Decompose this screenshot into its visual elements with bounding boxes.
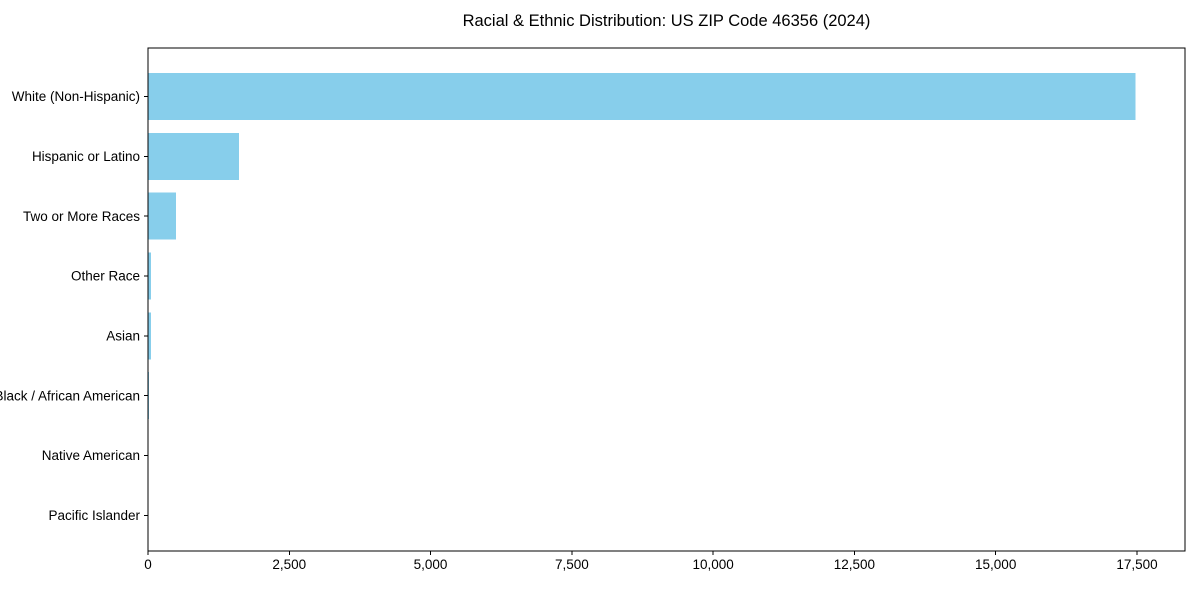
y-tick-label: White (Non-Hispanic) xyxy=(12,89,140,104)
y-tick-label: Hispanic or Latino xyxy=(32,149,140,164)
bar xyxy=(148,252,152,300)
bar xyxy=(148,73,1136,120)
x-tick-label: 5,000 xyxy=(414,557,448,572)
x-tick-label: 12,500 xyxy=(834,557,875,572)
y-tick-label: Other Race xyxy=(71,269,140,284)
plot-border xyxy=(147,47,1186,552)
y-tick-label: Asian xyxy=(106,329,140,344)
y-tick-label: Pacific Islander xyxy=(48,508,140,523)
x-tick-label: 10,000 xyxy=(692,557,733,572)
x-tick-label: 7,500 xyxy=(555,557,589,572)
y-tick-label: Black / African American xyxy=(0,388,140,403)
chart-title: Racial & Ethnic Distribution: US ZIP Cod… xyxy=(462,12,871,30)
x-tick-label: 2,500 xyxy=(272,557,306,572)
x-tick-label: 17,500 xyxy=(1116,557,1157,572)
bar xyxy=(148,312,151,360)
bar xyxy=(148,192,176,240)
y-tick-label: Native American xyxy=(42,448,140,463)
x-tick-label: 15,000 xyxy=(975,557,1016,572)
bar xyxy=(148,132,239,180)
x-tick-label: 0 xyxy=(144,557,152,572)
y-tick-label: Two or More Races xyxy=(23,209,140,224)
